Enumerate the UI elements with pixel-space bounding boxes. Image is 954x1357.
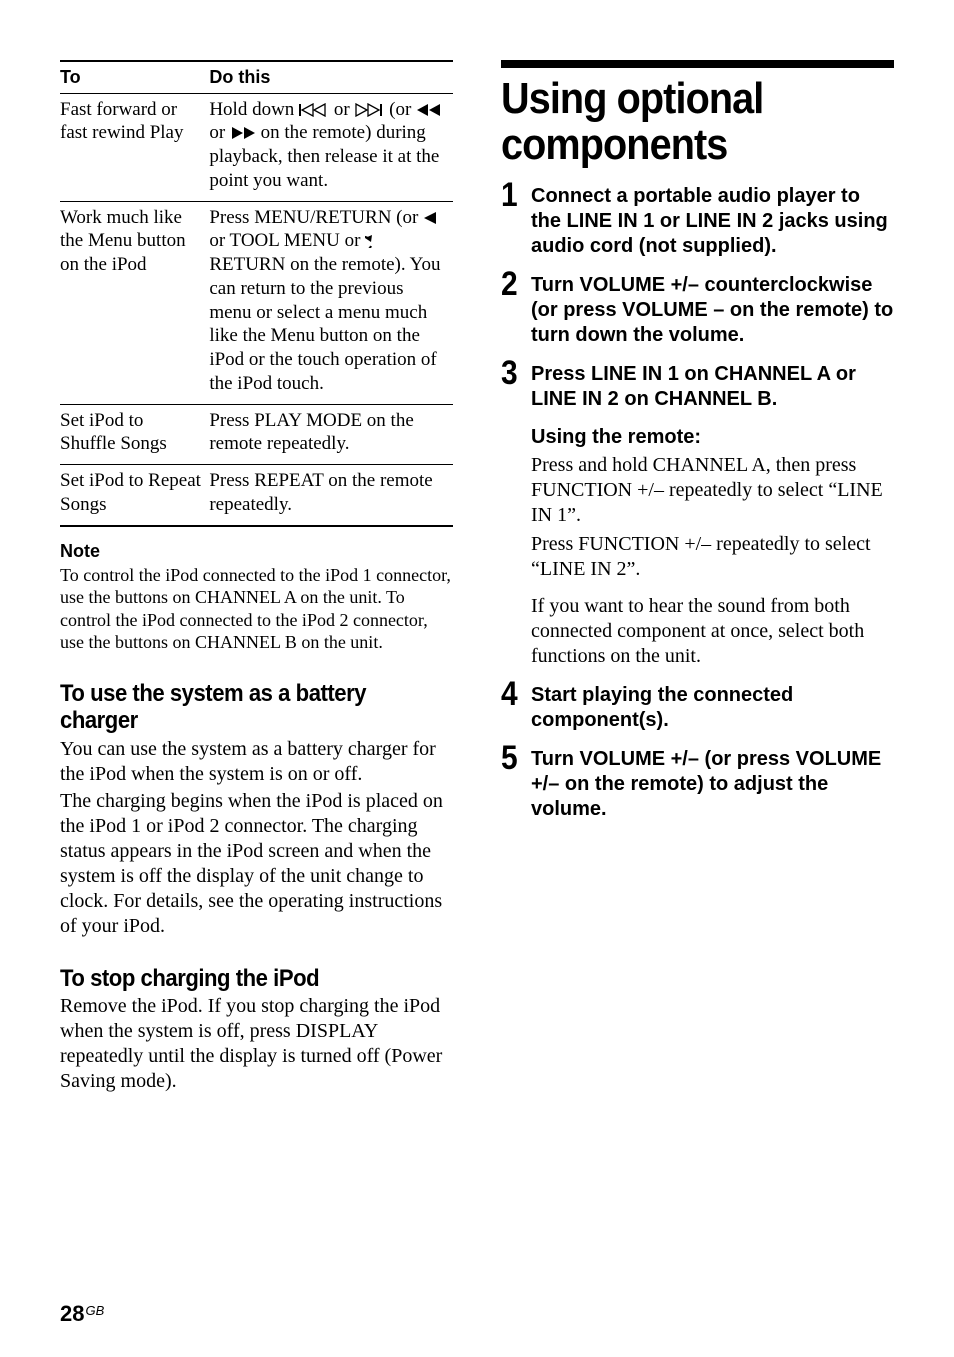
table-row: Fast forward or fast rewind Play Hold do… [60,93,453,201]
accent-bar [501,60,894,68]
step-3: 3 Press LINE IN 1 on CHANNEL A or LINE I… [501,356,894,412]
text: or [329,99,354,120]
step-text: Turn VOLUME +/– counterclockwise (or pre… [531,273,894,348]
step-number: 4 [501,677,527,711]
prev-track-icon [299,103,329,117]
text: or [209,122,230,143]
paragraph: Press FUNCTION +/– repeatedly to select … [531,532,894,582]
forward-icon [230,126,256,140]
table-row: Set iPod to Shuffle Songs Press PLAY MOD… [60,404,453,465]
page-region: GB [85,1303,104,1318]
step-number: 3 [501,356,527,390]
text: (or [384,99,416,120]
left-arrow-icon [423,211,437,225]
table-head-do: Do this [209,61,453,93]
cell-do: Press REPEAT on the remote repeatedly. [209,465,453,526]
cell-do: Press PLAY MODE on the remote repeatedly… [209,404,453,465]
step-number: 5 [501,741,527,775]
text: Hold down [209,99,299,120]
cell-do: Hold down or (or or on the remote) durin… [209,93,453,201]
note-body: To control the iPod connected to the iPo… [60,564,453,654]
paragraph: You can use the system as a battery char… [60,737,453,787]
note-heading: Note [60,541,453,562]
text: RETURN on the remote). You can return to… [209,254,440,394]
step-text: Start playing the connected component(s)… [531,683,894,733]
step-number: 1 [501,178,527,212]
rewind-icon [416,103,442,117]
return-icon [365,232,387,248]
step-2: 2 Turn VOLUME +/– counterclockwise (or p… [501,267,894,348]
cell-to: Fast forward or fast rewind Play [60,93,209,201]
step-text: Press LINE IN 1 on CHANNEL A or LINE IN … [531,362,894,412]
paragraph: Press and hold CHANNEL A, then press FUN… [531,453,894,528]
right-column: Using optional components 1 Connect a po… [501,60,894,1094]
step-4: 4 Start playing the connected component(… [501,677,894,733]
subheading-stop-charging: To stop charging the iPod [60,965,422,993]
paragraph: If you want to hear the sound from both … [531,594,894,669]
page-number-value: 28 [60,1301,84,1326]
cell-to: Set iPod to Shuffle Songs [60,404,209,465]
step-1: 1 Connect a portable audio player to the… [501,178,894,259]
text: Press MENU/RETURN (or [209,207,423,228]
step-number: 2 [501,267,527,301]
step-5: 5 Turn VOLUME +/– (or press VOLUME +/– o… [501,741,894,822]
cell-to: Work much like the Menu button on the iP… [60,201,209,404]
subheading-charger: To use the system as a battery charger [60,680,422,735]
instruction-table: To Do this Fast forward or fast rewind P… [60,60,453,527]
step-text: Connect a portable audio player to the L… [531,184,894,259]
next-track-icon [354,103,384,117]
table-row: Work much like the Menu button on the iP… [60,201,453,404]
cell-do: Press MENU/RETURN (or or TOOL MENU or RE… [209,201,453,404]
step-text: Turn VOLUME +/– (or press VOLUME +/– on … [531,747,894,822]
table-head-to: To [60,61,209,93]
left-column: To Do this Fast forward or fast rewind P… [60,60,453,1094]
paragraph: The charging begins when the iPod is pla… [60,789,453,939]
two-column-layout: To Do this Fast forward or fast rewind P… [60,60,894,1094]
table-row: Set iPod to Repeat Songs Press REPEAT on… [60,465,453,526]
cell-to: Set iPod to Repeat Songs [60,465,209,526]
remote-heading: Using the remote: [531,426,894,449]
text: or TOOL MENU or [209,230,365,251]
paragraph: Remove the iPod. If you stop charging th… [60,994,453,1094]
section-title: Using optional components [501,76,855,168]
page-number: 28GB [60,1301,104,1327]
